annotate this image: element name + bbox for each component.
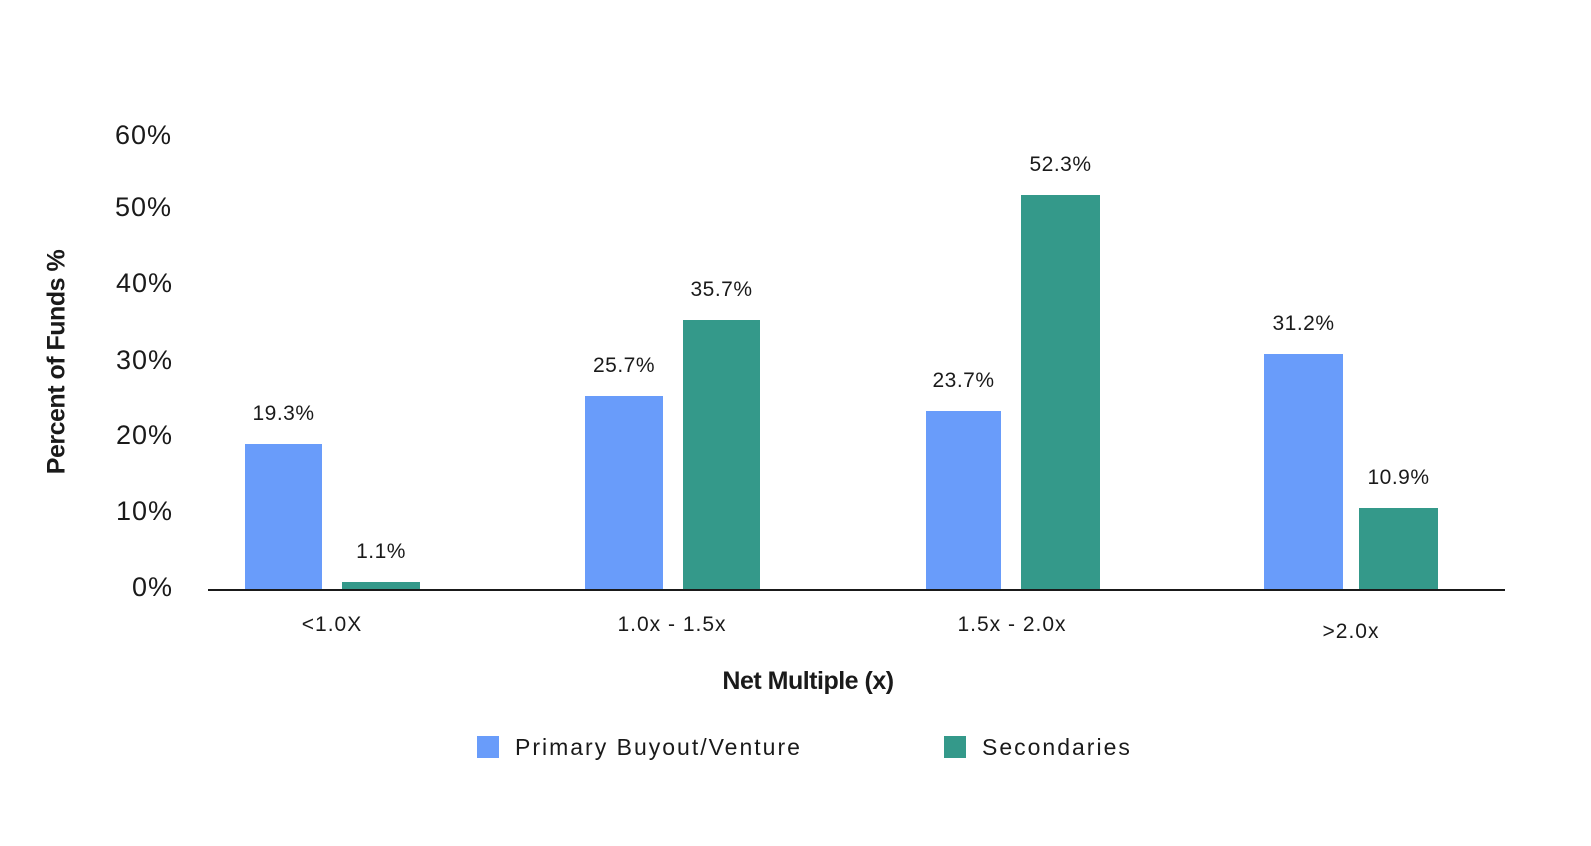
bar-secondaries-3	[1359, 508, 1438, 590]
legend: Primary Buyout/Venture Secondaries	[0, 730, 1591, 764]
data-label-secondaries-1: 35.7%	[690, 278, 753, 301]
bar-secondaries-2	[1021, 195, 1100, 590]
bar-secondaries-0	[342, 582, 420, 590]
legend-label-primary: Primary Buyout/Venture	[515, 733, 802, 760]
data-label-primary-0: 19.3%	[252, 402, 315, 425]
bar-primary-0	[245, 444, 322, 590]
bar-secondaries-1	[683, 320, 760, 590]
y-tick-30: 30%	[115, 345, 173, 375]
bar-primary-3	[1264, 354, 1343, 590]
y-tick-50: 50%	[114, 192, 172, 222]
y-tick-0: 0%	[131, 572, 173, 602]
legend-swatch-secondaries	[944, 736, 966, 758]
bar-primary-1	[585, 396, 663, 590]
bar-primary-2	[926, 411, 1001, 590]
data-label-secondaries-3: 10.9%	[1367, 466, 1430, 489]
legend-item-secondaries: Secondaries	[944, 730, 1132, 764]
category-label-under-1x: <1.0X	[301, 613, 363, 636]
legend-label-secondaries: Secondaries	[982, 733, 1132, 760]
category-label-1-5x-2x: 1.5x - 2.0x	[957, 613, 1067, 636]
data-label-primary-3: 31.2%	[1272, 312, 1335, 335]
category-label-over-2x: >2.0x	[1322, 620, 1380, 643]
data-label-secondaries-2: 52.3%	[1029, 153, 1092, 176]
y-tick-60: 60%	[114, 120, 172, 150]
x-axis-title: Net Multiple (x)	[722, 667, 894, 695]
category-label-1x-1-5x: 1.0x - 1.5x	[617, 613, 727, 636]
data-label-primary-1: 25.7%	[592, 354, 656, 377]
y-tick-40: 40%	[115, 268, 173, 298]
x-axis-line	[208, 589, 1505, 591]
y-tick-20: 20%	[115, 420, 173, 450]
y-tick-10: 10%	[115, 496, 173, 526]
legend-swatch-primary	[477, 736, 499, 758]
data-label-primary-2: 23.7%	[932, 369, 995, 392]
legend-item-primary: Primary Buyout/Venture	[477, 730, 802, 764]
data-label-secondaries-0: 1.1%	[356, 540, 406, 563]
